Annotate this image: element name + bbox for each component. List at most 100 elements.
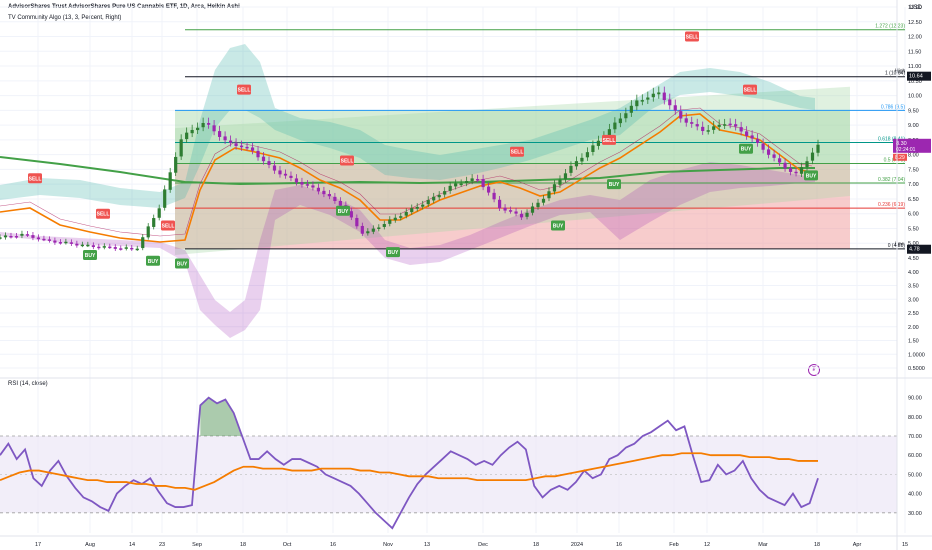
buy-signal: BUY xyxy=(607,179,621,190)
candle-body xyxy=(530,206,535,213)
price-tick-label: 11.50 xyxy=(908,49,921,55)
signals: SELL SELL BUY BUY SELL BUY SELL SELL BUY BUY SELL B… xyxy=(28,31,818,269)
signal-badge xyxy=(739,143,753,154)
time-tick-label: 18 xyxy=(240,542,246,548)
time-tick-label: 12 xyxy=(704,542,710,548)
candle-body xyxy=(228,140,233,143)
price-tick-label: 10.50 xyxy=(908,79,922,85)
prev-price-badge xyxy=(893,153,907,161)
signal-text: SELL xyxy=(162,224,175,230)
rsi-tick-label: 40.00 xyxy=(908,492,922,498)
signal-text: BUY xyxy=(338,209,349,215)
signal-text: BUY xyxy=(388,250,399,256)
badge-value: 4.78 xyxy=(909,247,920,253)
buy-signal: BUY xyxy=(739,143,753,154)
fib-label: 0.618 (8.41) xyxy=(878,137,905,143)
candle-body xyxy=(574,161,579,167)
candle-body xyxy=(108,246,112,249)
signal-badge xyxy=(743,84,757,95)
buy-signal: BUY xyxy=(804,170,818,181)
signal-badge xyxy=(237,84,251,95)
signal-badge xyxy=(336,205,350,216)
candle-body xyxy=(124,247,128,249)
candle-body xyxy=(64,241,68,244)
signal-text: SELL xyxy=(511,150,524,156)
candle-body xyxy=(635,100,639,107)
candle-body xyxy=(14,236,19,238)
candle-body xyxy=(239,145,244,148)
rsi-overbought-fill xyxy=(200,397,243,436)
candle-body xyxy=(130,247,134,250)
fib-zone-lower xyxy=(175,163,850,249)
price-badge: Low 4.78 xyxy=(895,242,931,254)
candle-body xyxy=(684,118,688,123)
last-price-countdown: 02:24:01 xyxy=(896,147,916,153)
candle-body xyxy=(97,246,101,249)
rsi-ma-line xyxy=(0,452,818,491)
candle-body xyxy=(404,212,408,216)
fib-label: 0.382 (7.04) xyxy=(878,177,905,183)
slow-ma-line xyxy=(0,156,815,186)
candle-body xyxy=(624,113,628,119)
candle-body xyxy=(739,127,743,132)
price-tick-label: 3.50 xyxy=(908,284,919,290)
signal-badge xyxy=(804,170,818,181)
signal-text: SELL xyxy=(238,88,251,94)
badge-bg xyxy=(907,244,931,254)
time-tick-label: Nov xyxy=(383,542,393,548)
price-axis: 13.00 12.50 12.00 11.50 11.00 10.50 10.00 9.50 9… xyxy=(893,5,931,372)
candle-body xyxy=(305,184,310,186)
fib-label: 0.786 (9.5) xyxy=(881,104,906,110)
candle-body xyxy=(36,237,41,240)
candle-body xyxy=(234,143,238,147)
candle-body xyxy=(492,192,496,200)
candle-body xyxy=(207,123,211,125)
last-price-value: 8.30 xyxy=(896,141,907,147)
indicator-legend: TV Community Algo (13, 3, Percent, Right… xyxy=(8,15,121,21)
price-tick-label: 7.00 xyxy=(908,182,919,188)
prev-price-value: 8.29 xyxy=(895,155,905,161)
time-tick-label: Feb xyxy=(669,542,678,548)
fib-label: 1.272 (12.23) xyxy=(875,24,905,30)
tradingview-logo-icon[interactable]: ₮ xyxy=(808,364,820,376)
candle-body xyxy=(465,181,469,184)
signal-badge xyxy=(175,258,189,269)
candle-body xyxy=(723,124,727,126)
signal-text: SELL xyxy=(341,159,354,165)
candle-body xyxy=(338,200,342,206)
signal-badge xyxy=(83,250,97,261)
buy-signal: BUY xyxy=(83,250,97,261)
sell-signal: SELL xyxy=(743,84,757,95)
candle-body xyxy=(569,165,573,173)
signal-text: BUY xyxy=(148,259,159,265)
candle-body xyxy=(734,124,738,127)
signal-text: SELL xyxy=(603,138,616,144)
rsi-panel: 90.00 80.00 70.00 60.00 50.00 40.00 30.00 xyxy=(0,396,922,530)
candle-body xyxy=(629,105,633,113)
candle-body xyxy=(508,210,513,212)
signal-badge xyxy=(146,255,160,266)
upper-cloud xyxy=(0,44,815,208)
candle-body xyxy=(174,156,178,173)
time-tick-label: Dec xyxy=(478,542,488,548)
price-tick-label: 13.00 xyxy=(908,5,922,11)
candle-body xyxy=(360,225,364,234)
moving-averages xyxy=(0,107,815,243)
signal-text: SELL xyxy=(29,176,42,182)
candle-body xyxy=(80,244,84,247)
candle-body xyxy=(558,179,562,185)
candle-body xyxy=(668,99,672,106)
candle-body xyxy=(47,239,52,241)
candle-body xyxy=(289,175,293,178)
candle-body xyxy=(333,196,337,202)
candle-body xyxy=(613,122,617,130)
price-tick-label: 4.50 xyxy=(908,256,919,262)
price-tick-label: 11.00 xyxy=(908,64,921,70)
time-tick-label: 18 xyxy=(533,542,539,548)
candle-body xyxy=(591,145,595,152)
candles xyxy=(0,86,820,251)
candle-body xyxy=(300,182,304,185)
candle-body xyxy=(646,97,650,100)
signal-text: SELL xyxy=(97,212,110,218)
